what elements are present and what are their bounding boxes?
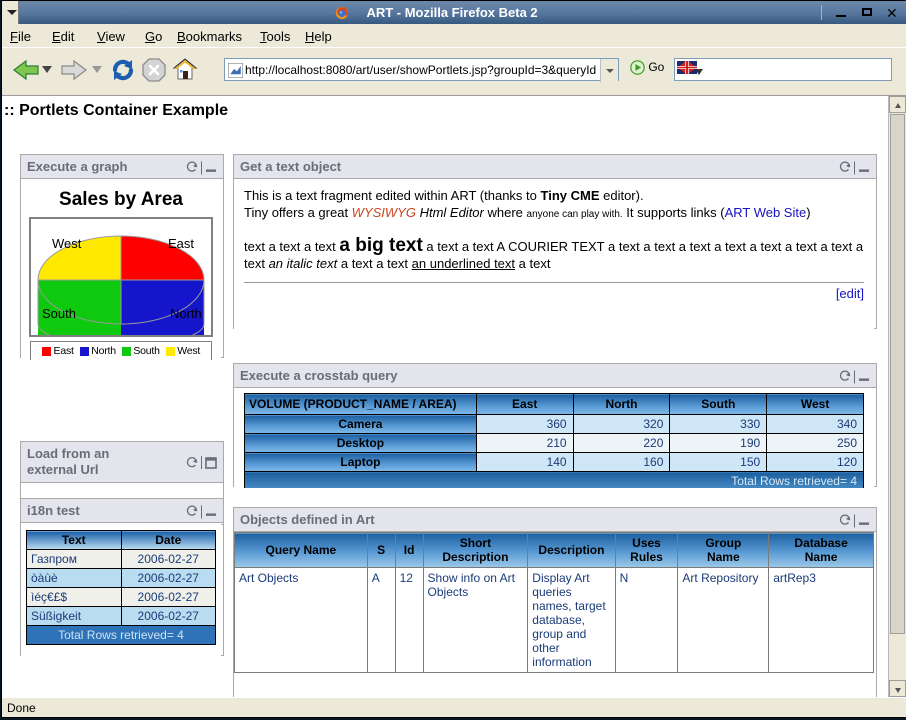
svg-text:North: North bbox=[170, 306, 202, 321]
svg-text:West: West bbox=[52, 236, 82, 251]
svg-text:East: East bbox=[168, 236, 194, 251]
svg-text:South: South bbox=[42, 306, 76, 321]
